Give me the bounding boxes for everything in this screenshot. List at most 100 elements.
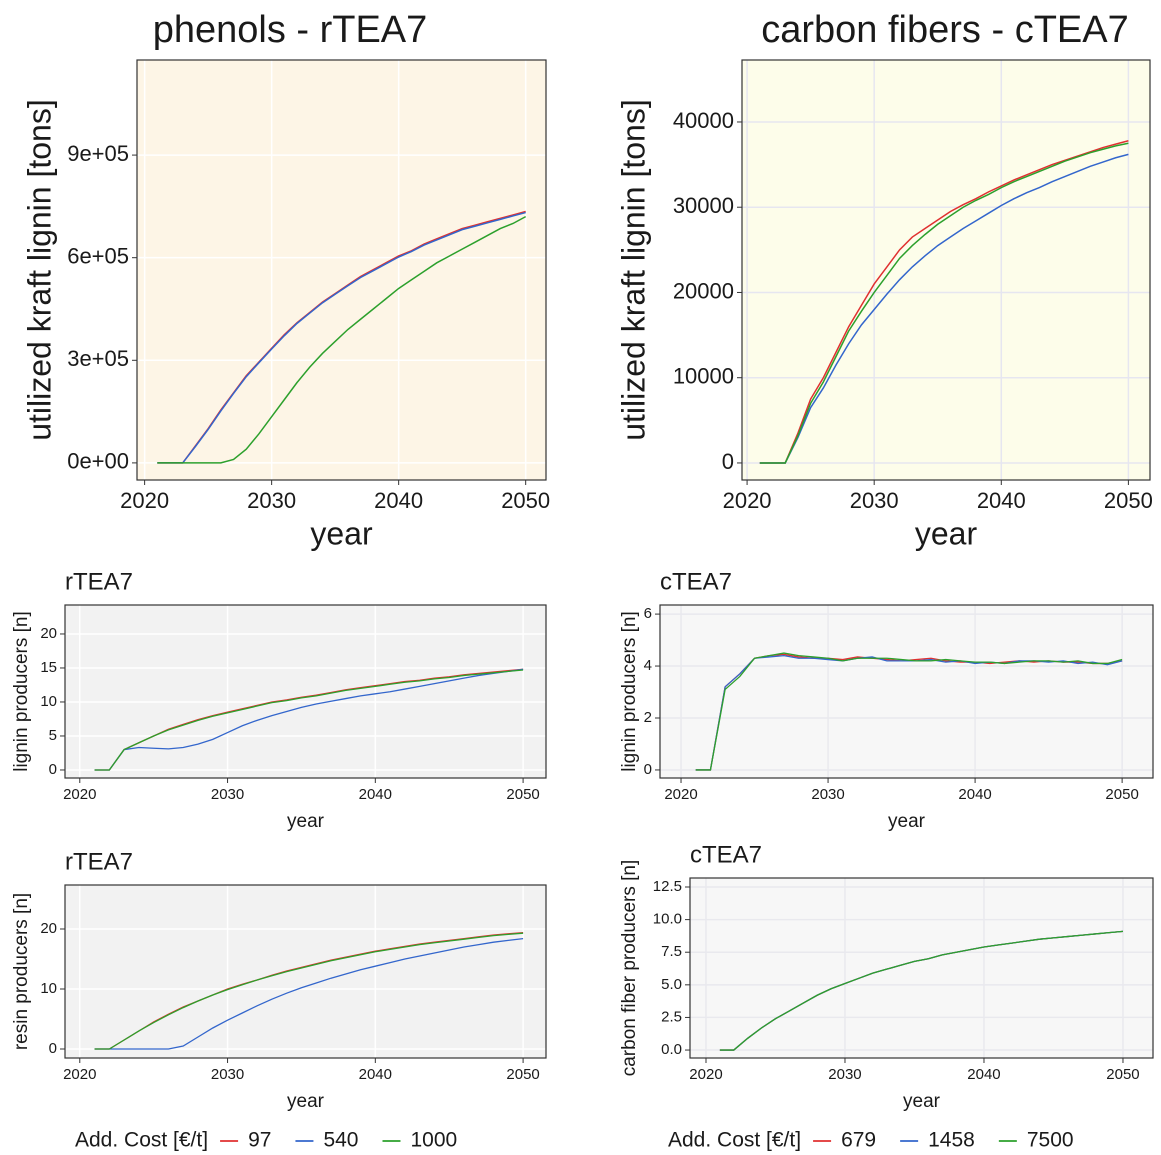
x-tick-label: 2040: [359, 786, 392, 803]
x-axis-label: year: [903, 1091, 941, 1112]
y-tick-label: 0: [722, 449, 734, 474]
x-axis-label: year: [310, 515, 373, 551]
plot-panel: [65, 605, 546, 778]
x-tick-label: 2020: [664, 786, 697, 803]
y-axis-label: utilized kraft lignin [tons]: [615, 99, 651, 441]
legend-label: 7500: [1027, 1129, 1074, 1152]
x-tick-label: 2020: [120, 488, 169, 513]
series-line: [759, 153, 1129, 464]
y-tick-label: 30000: [673, 193, 734, 218]
y-tick-label: 0: [49, 1040, 57, 1057]
y-tick-label: 20: [40, 920, 57, 937]
panel-border: [659, 604, 1154, 779]
x-tick-label: 2020: [63, 1066, 96, 1083]
chart-title: rTEA7: [65, 848, 133, 875]
y-tick-label: 3e+05: [67, 346, 129, 371]
y-tick-label: 12.5: [653, 878, 682, 895]
x-tick-label: 2050: [501, 488, 550, 513]
x-tick-label: 2030: [247, 488, 296, 513]
series-line: [759, 142, 1129, 464]
x-tick-label: 2020: [689, 1066, 722, 1083]
y-tick-label: 6e+05: [67, 243, 129, 268]
x-tick-label: 2050: [506, 1066, 539, 1083]
x-tick-label: 2030: [828, 1066, 861, 1083]
panel-border: [136, 59, 547, 481]
x-tick-label: 2050: [1106, 1066, 1139, 1083]
x-tick-label: 2040: [967, 1066, 1000, 1083]
y-tick-label: 20000: [673, 278, 734, 303]
panel-border: [64, 604, 547, 779]
series-line: [94, 668, 524, 771]
x-tick-label: 2050: [1104, 488, 1153, 513]
y-tick-label: 2.5: [661, 1008, 682, 1025]
series-line: [695, 652, 1123, 771]
x-axis-label: year: [287, 811, 325, 832]
x-tick-label: 2040: [374, 488, 423, 513]
y-axis-label: lignin producers [n]: [619, 611, 640, 772]
x-tick-label: 2040: [958, 786, 991, 803]
legend-label: 540: [323, 1129, 358, 1152]
x-axis-label: year: [287, 1091, 325, 1112]
x-tick-label: 2030: [811, 786, 844, 803]
y-tick-label: 10000: [673, 364, 734, 389]
y-tick-label: 4: [644, 657, 652, 674]
y-tick-label: 0: [644, 761, 652, 778]
x-tick-label: 2050: [506, 786, 539, 803]
x-axis-label: year: [888, 811, 926, 832]
chart-title: rTEA7: [65, 568, 133, 595]
plot-panel: [660, 605, 1153, 778]
legend-label: 679: [841, 1129, 876, 1152]
legend-label: 97: [248, 1129, 271, 1152]
y-tick-label: 5: [49, 727, 57, 744]
x-tick-label: 2030: [211, 786, 244, 803]
x-tick-label: 2020: [63, 786, 96, 803]
series-line: [719, 930, 1124, 1051]
x-tick-label: 2020: [723, 488, 772, 513]
legend-label: 1000: [410, 1129, 457, 1152]
y-tick-label: 15: [40, 659, 57, 676]
panel-border: [64, 884, 547, 1059]
y-tick-label: 7.5: [661, 943, 682, 960]
y-tick-label: 0e+00: [67, 449, 129, 474]
x-tick-label: 2040: [359, 1066, 392, 1083]
panel-border: [689, 877, 1154, 1059]
panel-border: [741, 59, 1151, 481]
series-line: [94, 937, 524, 1050]
x-axis-label: year: [915, 515, 978, 551]
legend-label: 1458: [928, 1129, 975, 1152]
legend-title: Add. Cost [€/t]: [668, 1129, 801, 1152]
x-tick-label: 2040: [977, 488, 1026, 513]
y-tick-label: 0: [49, 761, 57, 778]
y-axis-label: carbon fiber producers [n]: [619, 860, 640, 1077]
y-tick-label: 2: [644, 709, 652, 726]
plot-panel: [65, 885, 546, 1058]
chart-title: phenols - rTEA7: [153, 9, 428, 51]
series-line: [94, 669, 524, 771]
chart-title: carbon fibers - cTEA7: [761, 9, 1128, 51]
series-line: [157, 211, 526, 464]
chart-title: cTEA7: [690, 841, 762, 868]
series-line: [759, 140, 1129, 464]
plot-panel: [690, 878, 1153, 1058]
chart-title: cTEA7: [660, 568, 732, 595]
y-tick-label: 40000: [673, 108, 734, 133]
y-tick-label: 20: [40, 625, 57, 642]
y-tick-label: 10: [40, 693, 57, 710]
y-tick-label: 0.0: [661, 1041, 682, 1058]
x-tick-label: 2050: [1105, 786, 1138, 803]
y-axis-label: utilized kraft lignin [tons]: [21, 99, 57, 441]
y-tick-label: 9e+05: [67, 141, 129, 166]
plot-panel: [137, 60, 546, 480]
x-tick-label: 2030: [850, 488, 899, 513]
series-line: [94, 932, 524, 1050]
y-axis-label: lignin producers [n]: [11, 611, 32, 772]
y-tick-label: 10: [40, 980, 57, 997]
y-tick-label: 10.0: [653, 911, 682, 928]
y-tick-label: 5.0: [661, 976, 682, 993]
series-line: [157, 215, 527, 464]
y-axis-label: resin producers [n]: [11, 893, 32, 1050]
x-tick-label: 2030: [211, 1066, 244, 1083]
legend-title: Add. Cost [€/t]: [75, 1129, 208, 1152]
